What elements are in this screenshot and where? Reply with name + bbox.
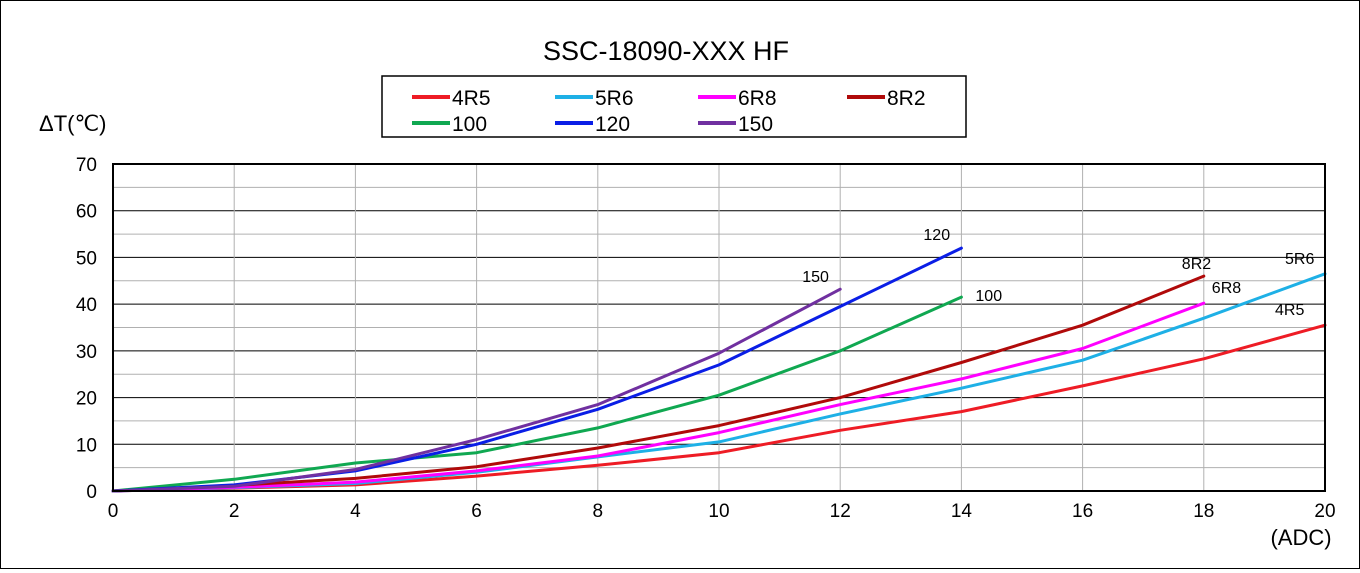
x-tick-label: 20	[1314, 501, 1335, 522]
plot-area-border	[112, 163, 1326, 492]
y-tick-label: 50	[76, 248, 97, 269]
y-axis-label: ΔT(℃)	[39, 111, 107, 136]
y-tick-label: 20	[76, 389, 97, 410]
x-tick-label: 14	[951, 501, 973, 522]
series-end-label: 150	[802, 269, 829, 286]
x-axis-label: (ADC)	[1270, 525, 1331, 550]
series-line-6R8	[111, 301, 1206, 493]
chart-title: SSC-18090-XXX HF	[543, 36, 789, 66]
x-tick-label: 12	[830, 501, 851, 522]
series-lines	[111, 246, 1327, 493]
legend: 4R5 5R6 6R8 8R2 100 120 150	[412, 87, 926, 136]
series-line-100	[111, 295, 963, 493]
legend-box	[381, 75, 967, 138]
tick-labels: 0 10 20 30 40 50 60 70 0 2 4 6 8 10 12 14 16 18 20	[76, 155, 1336, 522]
series-end-label: 5R6	[1285, 251, 1314, 268]
y-tick-label: 40	[76, 295, 97, 316]
x-tick-label: 0	[108, 501, 119, 522]
y-tick-label: 70	[76, 155, 97, 176]
series-end-label: 120	[923, 227, 950, 244]
series-end-label: 100	[975, 288, 1002, 305]
legend-label: 8R2	[887, 87, 926, 110]
legend-label: 5R6	[595, 87, 634, 110]
series-end-label: 6R8	[1212, 280, 1241, 297]
series-line-150	[111, 287, 842, 493]
series-end-label: 8R2	[1182, 256, 1211, 273]
legend-label: 4R5	[452, 87, 491, 110]
legend-label: 150	[738, 113, 773, 136]
legend-label: 120	[595, 113, 630, 136]
series-line-120	[111, 246, 963, 493]
x-tick-label: 8	[593, 501, 604, 522]
x-tick-label: 18	[1193, 501, 1214, 522]
y-tick-label: 30	[76, 342, 97, 363]
x-tick-label: 6	[471, 501, 482, 522]
y-tick-label: 10	[76, 435, 97, 456]
legend-label: 100	[452, 113, 487, 136]
grid	[112, 163, 1326, 492]
x-tick-label: 4	[350, 501, 361, 522]
y-tick-label: 60	[76, 202, 97, 223]
series-line-8R2	[111, 274, 1206, 493]
x-tick-label: 2	[229, 501, 240, 522]
x-tick-label: 16	[1072, 501, 1093, 522]
legend-label: 6R8	[738, 87, 777, 110]
x-tick-label: 10	[708, 501, 729, 522]
y-tick-label: 0	[86, 482, 97, 503]
series-end-label: 4R5	[1275, 302, 1304, 319]
